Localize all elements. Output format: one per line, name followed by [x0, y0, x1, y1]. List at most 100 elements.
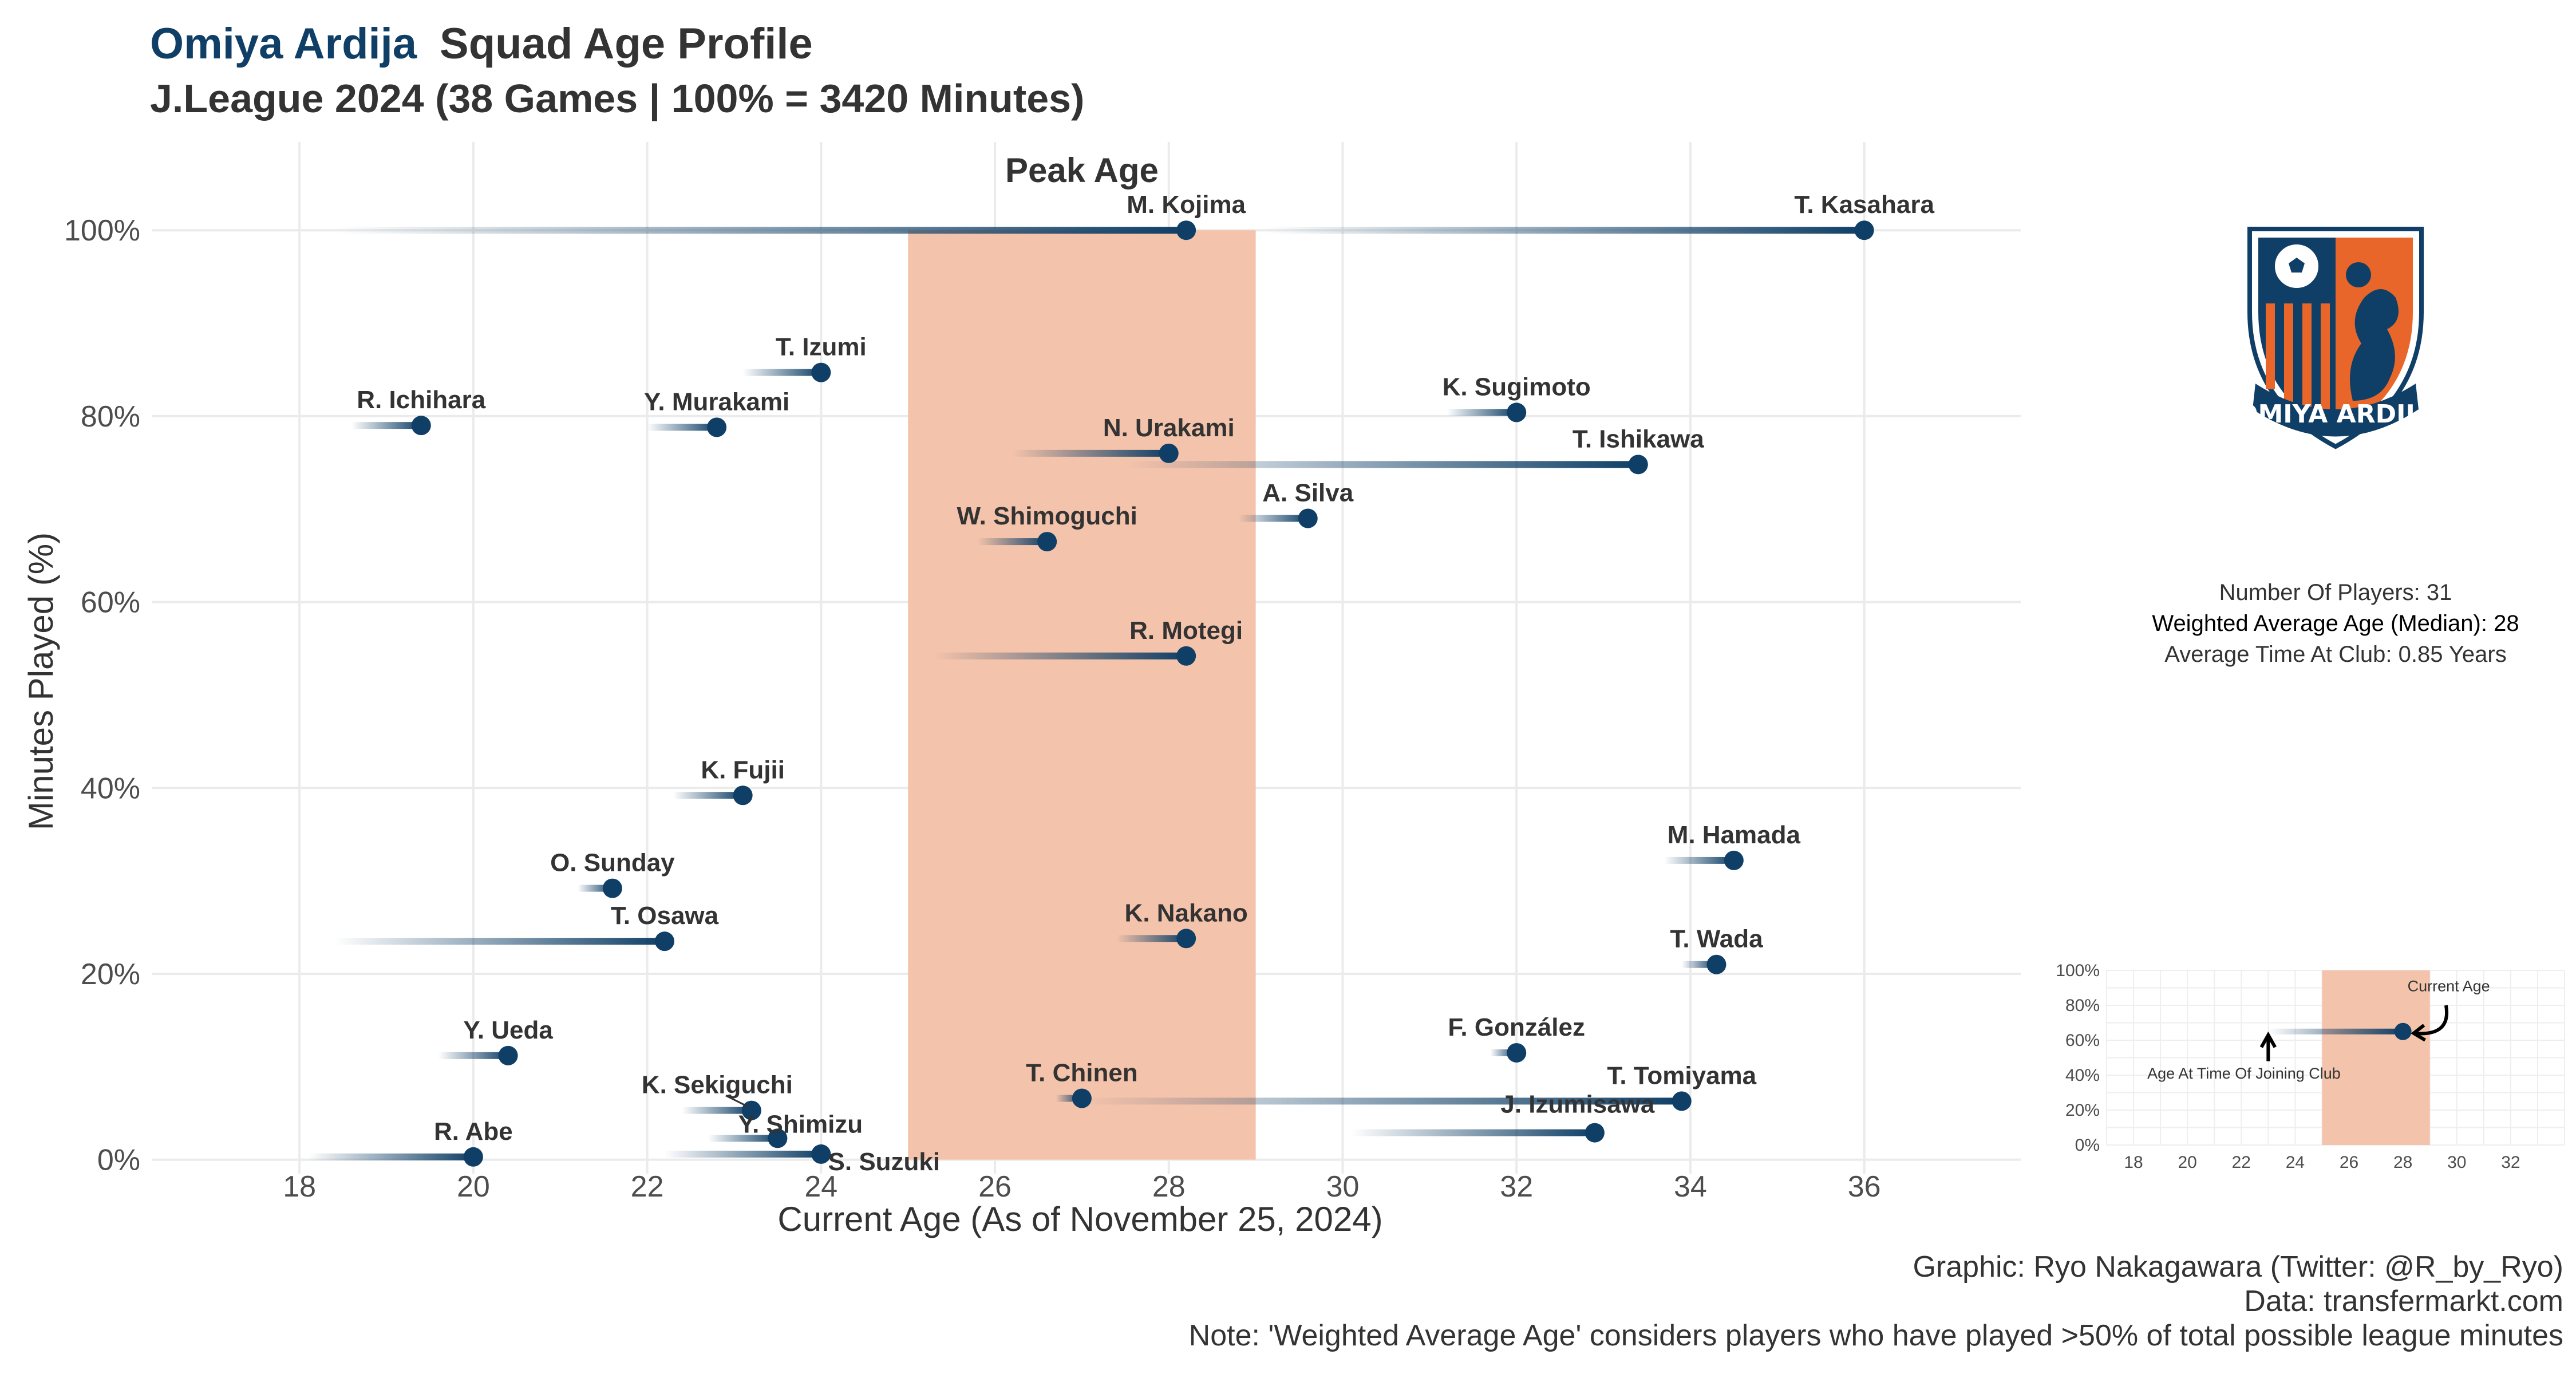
player-point — [1507, 402, 1527, 423]
caption-graphic: Graphic: Ryo Nakagawara (Twitter: @R_by_… — [1913, 1250, 2563, 1284]
player-labels: M. Kojima T. Kasahara T. Izumi K. Sugimoto R… — [357, 191, 1934, 1176]
legend-mini-chart: 18 20 22 24 26 28 30 32 0% 20% 40% 60% 80% 100% Curren… — [2056, 961, 2565, 1172]
mini-x-tick: 24 — [2286, 1153, 2305, 1172]
player-point — [1072, 1088, 1092, 1108]
mini-y-tick: 0% — [2075, 1136, 2100, 1155]
player-label: K. Fujii — [701, 756, 785, 784]
mini-y-tick: 40% — [2065, 1066, 2100, 1085]
label-leader-line — [725, 1095, 749, 1108]
x-tick-label: 18 — [283, 1170, 316, 1203]
y-axis-title: Minutes Played (%) — [22, 532, 60, 830]
mini-peak-band — [2322, 970, 2430, 1145]
player-label: S. Suzuki — [828, 1148, 941, 1176]
mini-x-tick: 22 — [2232, 1153, 2251, 1172]
player-point — [411, 416, 431, 436]
player-label: T. Wada — [1670, 925, 1763, 953]
player-point — [1037, 532, 1057, 552]
player-label: W. Shimoguchi — [957, 502, 1137, 530]
player-point — [1176, 646, 1196, 666]
player-label: Y. Shimizu — [738, 1110, 863, 1138]
player-label: T. Osawa — [611, 902, 719, 930]
mini-joining-label: Age At Time Of Joining Club — [2147, 1065, 2341, 1082]
caption-note: Note: 'Weighted Average Age' considers p… — [1189, 1319, 2563, 1352]
tenure-segment — [1125, 461, 1638, 468]
tenure-segment — [1238, 515, 1308, 522]
player-label: T. Chinen — [1026, 1059, 1138, 1087]
mini-point — [2394, 1022, 2412, 1040]
mini-x-tick: 32 — [2501, 1153, 2520, 1172]
caption-data: Data: transfermarkt.com — [2244, 1285, 2563, 1318]
player-point — [768, 1128, 788, 1148]
player-label: T. Ishikawa — [1573, 425, 1704, 453]
chart-subtitle: J.League 2024 (38 Games | 100% = 3420 Mi… — [150, 76, 1084, 121]
tenure-segment — [1264, 227, 1864, 234]
stat-number-of-players: Number Of Players: 31 — [2219, 580, 2452, 605]
mini-segment — [2268, 1028, 2403, 1035]
tenure-segment — [664, 1150, 821, 1158]
x-tick-label: 32 — [1500, 1170, 1533, 1203]
tenure-segment — [673, 792, 743, 799]
x-tick-label: 24 — [804, 1170, 837, 1203]
stat-weighted-age: Weighted Average Age (Median): 28 — [2152, 611, 2519, 636]
title-main: Squad Age Profile — [440, 19, 813, 68]
player-label: K. Sugimoto — [1443, 373, 1591, 401]
y-tick-label: 20% — [81, 958, 140, 991]
y-tick-label: 40% — [81, 772, 140, 805]
logo-text: OMIYA ARDIJA — [2237, 400, 2435, 429]
y-tick-label: 100% — [64, 214, 140, 247]
tenure-segment — [351, 422, 421, 429]
axes: 18 20 22 24 26 28 30 32 34 36 0% 20% 40% 60% 80% 100% — [64, 214, 1881, 1203]
player-point — [733, 785, 753, 806]
tenure-segment — [1081, 1097, 1682, 1105]
player-label: R. Ichihara — [357, 386, 485, 414]
x-tick-label: 22 — [631, 1170, 664, 1203]
peak-age-label: Peak Age — [1005, 151, 1159, 189]
player-point — [1706, 954, 1726, 974]
tenure-segment — [647, 424, 717, 431]
stripes — [2266, 303, 2330, 424]
player-point — [1854, 220, 1874, 240]
player-point — [1507, 1043, 1527, 1063]
tenure-segments — [308, 227, 1864, 1160]
player-point — [498, 1045, 518, 1065]
player-points — [411, 220, 1874, 1167]
player-point — [602, 878, 622, 898]
soccer-ball-icon — [2273, 242, 2321, 290]
player-label: Y. Murakami — [644, 388, 789, 416]
player-label: Y. Ueda — [463, 1016, 553, 1044]
player-point — [654, 931, 674, 951]
club-name: Omiya Ardija — [150, 19, 417, 68]
player-point — [1159, 443, 1179, 463]
squirrel-icon — [2346, 262, 2399, 401]
peak-age-rect — [908, 230, 1256, 1160]
player-label: J. Izumisawa — [1500, 1091, 1655, 1119]
current-age-arrowhead — [2411, 1024, 2427, 1042]
tenure-segment — [1012, 449, 1169, 457]
joining-arrowhead — [2259, 1031, 2277, 1048]
tenure-segment — [1116, 935, 1187, 942]
player-label: T. Kasahara — [1794, 191, 1934, 219]
tenure-segment — [334, 938, 665, 945]
mini-x-tick: 20 — [2178, 1153, 2196, 1172]
player-point — [811, 1144, 831, 1164]
player-label: M. Kojima — [1127, 191, 1246, 219]
y-tick-label: 80% — [81, 400, 140, 433]
x-tick-label: 20 — [457, 1170, 490, 1203]
tenure-segment — [682, 1107, 752, 1114]
peak-age-band: Peak Age — [908, 151, 1256, 1160]
player-label: N. Urakami — [1103, 414, 1235, 442]
mini-y-tick: 100% — [2056, 961, 2100, 980]
player-point — [1176, 220, 1196, 240]
mini-x-tick: 18 — [2124, 1153, 2143, 1172]
player-label: T. Tomiyama — [1607, 1061, 1756, 1089]
tenure-segment — [334, 227, 1187, 234]
player-label: A. Silva — [1262, 479, 1353, 507]
mini-y-tick: 80% — [2065, 996, 2100, 1015]
chart-title: Omiya Ardija Squad Age Profile — [150, 19, 813, 68]
mini-x-tick: 30 — [2447, 1153, 2466, 1172]
x-tick-label: 26 — [978, 1170, 1012, 1203]
player-label: O. Sunday — [550, 849, 675, 877]
mini-y-tick: 20% — [2065, 1101, 2100, 1120]
mini-x-tick: 26 — [2340, 1153, 2358, 1172]
